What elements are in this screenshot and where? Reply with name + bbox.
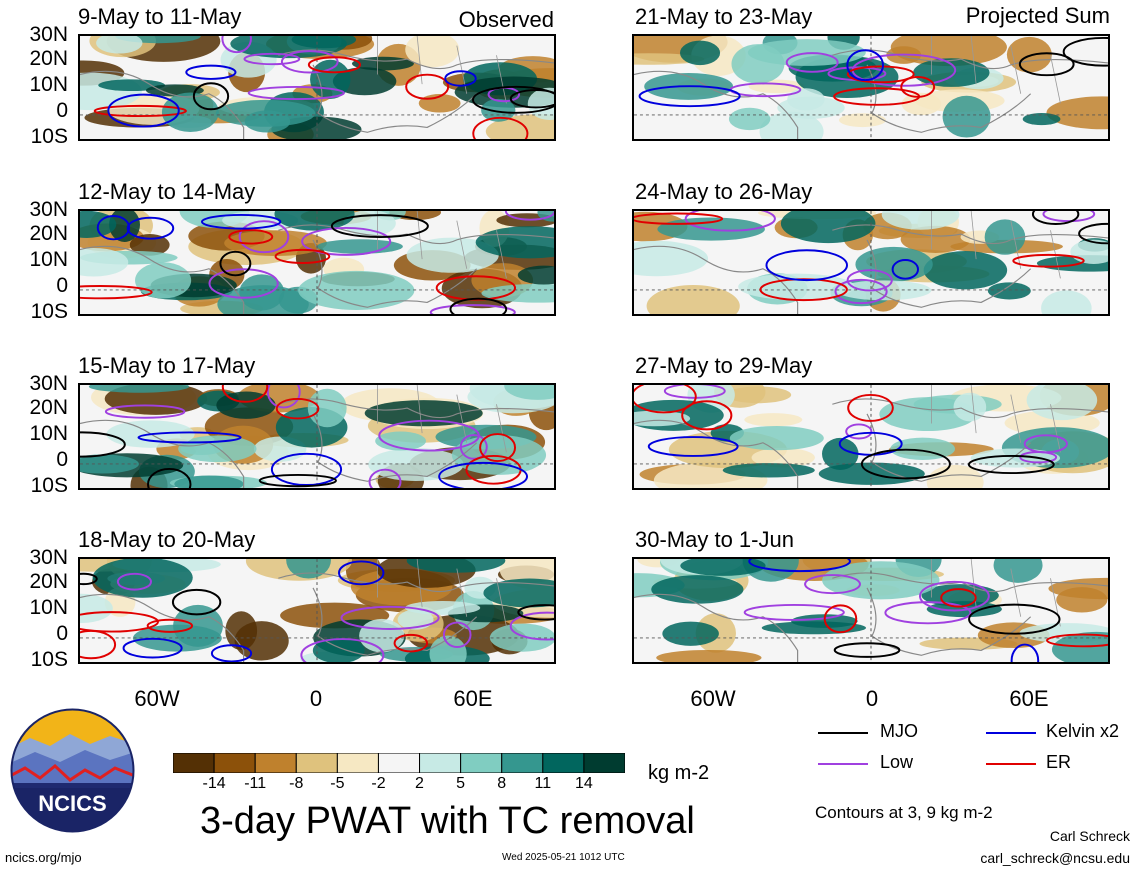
site-link[interactable]: ncics.org/mjo <box>5 850 82 865</box>
lon-label: 60W <box>690 686 736 711</box>
panel-title: 9-May to 11-May <box>78 4 242 29</box>
pwat-map-panel <box>632 209 1110 316</box>
colorbar-units: kg m-2 <box>648 762 710 784</box>
lat-label: 20N <box>29 570 68 593</box>
lon-label: 60E <box>453 686 493 711</box>
lat-label: 30N <box>29 23 68 46</box>
lat-label: 0 <box>56 274 68 297</box>
colorbar-tick-label: -11 <box>244 775 267 792</box>
legend-kelvin-label: Kelvin x2 <box>1046 721 1120 741</box>
lat-label: 10S <box>30 125 68 148</box>
colorbar-swatch <box>542 752 585 774</box>
colorbar-swatch <box>377 752 421 774</box>
lat-label: 20N <box>29 222 68 245</box>
legend-er-line <box>986 763 1036 765</box>
colorbar-swatch <box>583 752 626 774</box>
ncics-logo: NCICS <box>10 708 135 833</box>
lat-label: 0 <box>56 99 68 122</box>
lon-label: 0 <box>309 686 323 711</box>
figure-title: 3-day PWAT with TC removal <box>200 800 695 842</box>
panel-title: 12-May to 14-May <box>78 179 256 204</box>
colorbar-tick-label: -8 <box>289 775 304 792</box>
lat-label: 20N <box>29 47 68 70</box>
lat-label: 30N <box>29 198 68 221</box>
lat-label: 10S <box>30 474 68 497</box>
lon-label: 0 <box>865 686 879 711</box>
colorbar-swatch <box>295 752 338 774</box>
colorbar-swatch <box>419 752 462 774</box>
legend-er-label: ER <box>1046 752 1072 772</box>
contours-note: Contours at 3, 9 kg m-2 <box>815 803 993 822</box>
colorbar-swatch <box>501 752 544 774</box>
colorbar-tick-label: 5 <box>456 775 466 792</box>
lat-label: 10S <box>30 300 68 323</box>
colorbar-tick-label: 8 <box>497 775 507 792</box>
colorbar <box>172 752 626 774</box>
lat-label: 10N <box>29 73 68 96</box>
timestamp: Wed 2025-05-21 1012 UTC <box>502 852 625 863</box>
pwat-map-panel <box>78 34 556 141</box>
colorbar-tick-label: -5 <box>330 775 345 792</box>
panel-title: 30-May to 1-Jun <box>635 527 794 552</box>
pwat-map-panel <box>78 383 556 490</box>
author: Carl Schreck <box>1049 828 1130 844</box>
projected-sum-tag: Projected Sum <box>965 3 1110 28</box>
colorbar-swatch <box>254 752 297 774</box>
panel-title: 24-May to 26-May <box>635 179 813 204</box>
pwat-map-panel <box>632 34 1110 141</box>
legend-low-label: Low <box>880 752 914 772</box>
lat-label: 30N <box>29 546 68 569</box>
colorbar-tick-label: 14 <box>574 775 593 792</box>
logo-text: NCICS <box>38 791 107 816</box>
legend-mjo-line <box>818 732 868 734</box>
observed-tag: Observed <box>458 7 554 32</box>
panel-title: 21-May to 23-May <box>635 4 813 29</box>
lat-label: 10N <box>29 422 68 445</box>
colorbar-swatch <box>460 752 503 774</box>
pwat-map-panel <box>78 557 556 664</box>
lat-label: 0 <box>56 448 68 471</box>
legend-mjo-label: MJO <box>880 721 918 741</box>
pwat-map-panel <box>632 557 1110 664</box>
lat-label: 10S <box>30 648 68 671</box>
colorbar-tick-label: 2 <box>415 775 424 792</box>
lat-label: 20N <box>29 396 68 419</box>
colorbar-swatch <box>336 752 379 774</box>
colorbar-tick-label: 11 <box>534 775 552 792</box>
pwat-map-panel <box>632 383 1110 490</box>
lat-label: 10N <box>29 248 68 271</box>
colorbar-swatch <box>172 752 215 774</box>
colorbar-tick-label: -2 <box>371 775 386 792</box>
legend-low-line <box>818 763 868 765</box>
lon-label: 60E <box>1009 686 1049 711</box>
panel-title: 18-May to 20-May <box>78 527 256 552</box>
lon-label: 60W <box>134 686 180 711</box>
colorbar-tick-label: -14 <box>202 775 226 792</box>
author-email[interactable]: carl_schreck@ncsu.edu <box>980 850 1130 866</box>
legend-kelvin-line <box>986 732 1036 734</box>
lat-label: 0 <box>56 622 68 645</box>
panel-title: 27-May to 29-May <box>635 353 813 378</box>
lat-label: 10N <box>29 596 68 619</box>
pwat-map-panel <box>78 209 556 316</box>
panel-title: 15-May to 17-May <box>78 353 256 378</box>
lat-label: 30N <box>29 372 68 395</box>
colorbar-swatch <box>213 752 256 774</box>
